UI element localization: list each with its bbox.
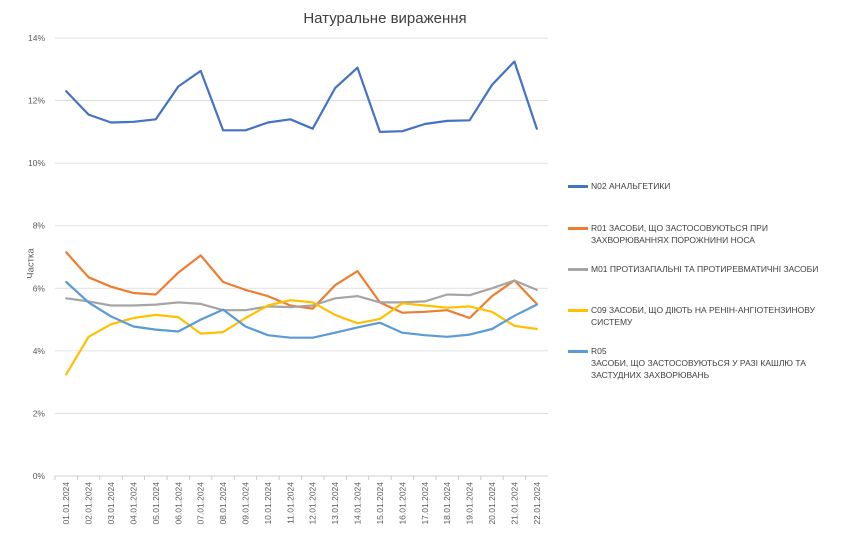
- x-tick-label: 18.01.2024: [442, 482, 452, 525]
- y-tick-label: 4%: [33, 346, 46, 356]
- series-line-3: [65, 299, 538, 376]
- x-tick-label: 01.01.2024: [61, 482, 71, 525]
- legend-item-c09: C09 ЗАСОБИ, ЩО ДІЮТЬ НА РЕНІН-АНГІОТЕНЗИ…: [568, 305, 843, 328]
- x-tick-label: 10.01.2024: [263, 482, 273, 525]
- x-tick-label: 03.01.2024: [106, 482, 116, 525]
- y-axis-tick-labels: 0% 2% 4% 6% 8% 10% 12% 14%: [28, 33, 45, 481]
- y-tick-label: 8%: [33, 221, 46, 231]
- y-tick-label: 6%: [33, 283, 46, 293]
- x-tick-label: 16.01.2024: [397, 482, 407, 525]
- x-axis-tick-labels: 01.01.2024 02.01.2024 03.01.2024 04.01.2024…: [54, 476, 542, 525]
- legend-item-n02: N02 АНАЛЬГЕТИКИ: [568, 181, 843, 192]
- x-tick-label: 05.01.2024: [151, 482, 161, 525]
- x-tick-label: 11.01.2024: [285, 482, 295, 524]
- series-line-4: [65, 280, 538, 339]
- legend-swatch: [568, 350, 588, 353]
- legend-swatch: [568, 185, 588, 188]
- y-tick-label: 10%: [28, 158, 45, 168]
- x-tick-label: 02.01.2024: [84, 482, 94, 525]
- legend-label: C09 ЗАСОБИ, ЩО ДІЮТЬ НА РЕНІН-АНГІОТЕНЗИ…: [591, 305, 815, 327]
- x-tick-label: 08.01.2024: [218, 482, 228, 525]
- legend-item-r01: R01 ЗАСОБИ, ЩО ЗАСТОСОВУЮТЬСЯ ПРИ ЗАХВОР…: [568, 223, 843, 246]
- y-axis-title: Частка: [25, 248, 37, 279]
- y-tick-label: 14%: [28, 33, 45, 43]
- legend-label: N02 АНАЛЬГЕТИКИ: [591, 181, 671, 191]
- x-tick-label: 14.01.2024: [353, 482, 363, 525]
- legend-label: R05 ЗАСОБИ, ЩО ЗАСТОСОВУЮТЬСЯ У РАЗІ КАШ…: [591, 346, 806, 380]
- x-tick-label: 17.01.2024: [420, 482, 430, 525]
- legend-label: M01 ПРОТИЗАПАЛЬНІ ТА ПРОТИРЕВМАТИЧНІ ЗАС…: [591, 264, 819, 274]
- x-tick-label: 15.01.2024: [375, 482, 385, 525]
- x-tick-label: 19.01.2024: [465, 482, 475, 525]
- series-line-1: [65, 251, 538, 320]
- legend-swatch: [568, 309, 588, 312]
- x-tick-label: 06.01.2024: [173, 482, 183, 525]
- series-lines: [65, 60, 538, 376]
- x-tick-label: 12.01.2024: [308, 482, 318, 525]
- series-line-0: [65, 60, 538, 133]
- x-tick-label: 07.01.2024: [196, 482, 206, 525]
- x-tick-label: 22.01.2024: [532, 482, 542, 525]
- y-tick-label: 0%: [33, 471, 46, 481]
- x-tick-label: 13.01.2024: [330, 482, 340, 525]
- legend-swatch: [568, 268, 588, 271]
- legend-swatch: [568, 227, 588, 230]
- x-tick-label: 20.01.2024: [487, 482, 497, 525]
- chart-title: Натуральне вираження: [303, 10, 467, 27]
- gridlines: [55, 37, 548, 477]
- y-tick-label: 2%: [33, 408, 46, 418]
- x-tick-label: 09.01.2024: [240, 482, 250, 525]
- legend-item-m01: M01 ПРОТИЗАПАЛЬНІ ТА ПРОТИРЕВМАТИЧНІ ЗАС…: [568, 264, 843, 275]
- legend-item-r05: R05 ЗАСОБИ, ЩО ЗАСТОСОВУЮТЬСЯ У РАЗІ КАШ…: [568, 346, 843, 381]
- series-line-2: [65, 279, 538, 312]
- legend-label: R01 ЗАСОБИ, ЩО ЗАСТОСОВУЮТЬСЯ ПРИ ЗАХВОР…: [591, 223, 768, 245]
- x-tick-label: 21.01.2024: [509, 482, 519, 525]
- y-tick-label: 12%: [28, 96, 45, 106]
- x-tick-label: 04.01.2024: [128, 482, 138, 525]
